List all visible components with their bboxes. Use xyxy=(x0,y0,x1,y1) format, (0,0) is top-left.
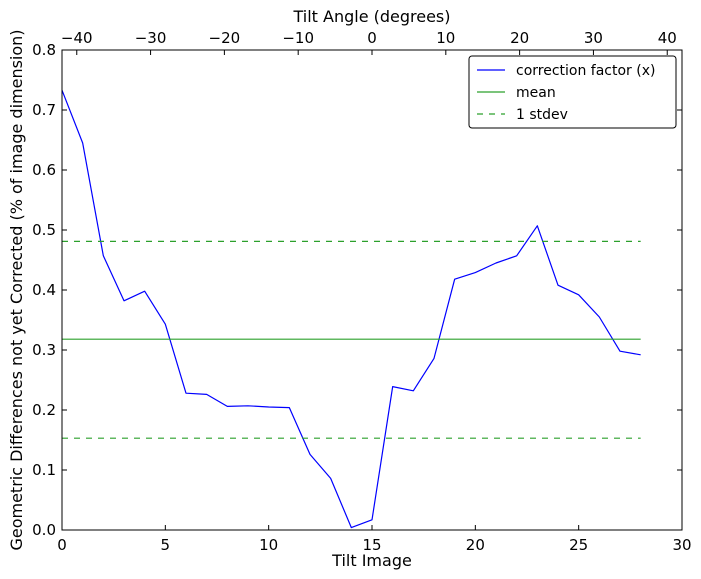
y-tick-label: 0.0 xyxy=(32,521,56,539)
y-tick-label: 0.5 xyxy=(32,221,56,239)
x-tick-label: 25 xyxy=(569,536,588,554)
series-line-correction-factor-x-0 xyxy=(61,89,641,529)
top-x-tick-label: 0 xyxy=(367,29,377,47)
y-tick-label: 0.6 xyxy=(32,161,56,179)
top-x-axis-title: Tilt Angle (degrees) xyxy=(292,7,450,26)
top-x-tick-label: −20 xyxy=(209,29,241,47)
top-x-tick-label: 10 xyxy=(436,29,455,47)
y-tick-label: 0.8 xyxy=(32,41,56,59)
y-tick-label: 0.7 xyxy=(32,101,56,119)
x-tick-label: 20 xyxy=(466,536,485,554)
top-x-tick-label: −30 xyxy=(135,29,167,47)
x-axis-title: Tilt Image xyxy=(331,551,412,570)
y-tick-label: 0.2 xyxy=(32,401,56,419)
y-tick-label: 0.4 xyxy=(32,281,56,299)
ticks-layer: 0 5 10 15 20 25 300.00.10.20.30.40.50.60.70.8−… xyxy=(32,29,691,554)
legend: correction factor (x) mean 1 stdev xyxy=(468,55,677,129)
legend-label-stdev: 1 stdev xyxy=(516,107,568,123)
top-x-tick-label: −10 xyxy=(282,29,314,47)
x-tick-label: 5 xyxy=(161,536,171,554)
x-tick-label: 10 xyxy=(259,536,278,554)
legend-box xyxy=(468,55,677,129)
y-tick-label: 0.3 xyxy=(32,341,56,359)
y-tick-label: 0.1 xyxy=(32,461,56,479)
y-axis-title: Geometric Differences not yet Corrected … xyxy=(7,29,26,550)
plot-background xyxy=(62,50,682,530)
series-layer xyxy=(61,89,641,529)
top-x-tick-label: 30 xyxy=(584,29,603,47)
legend-label-correction: correction factor (x) xyxy=(516,63,655,79)
top-x-tick-label: −40 xyxy=(61,29,93,47)
top-x-tick-label: 20 xyxy=(510,29,529,47)
x-tick-label: 30 xyxy=(672,536,691,554)
legend-label-mean: mean xyxy=(516,85,556,101)
x-tick-label: 0 xyxy=(57,536,67,554)
top-x-tick-label: 40 xyxy=(658,29,677,47)
x-tick-label: 15 xyxy=(362,536,381,554)
